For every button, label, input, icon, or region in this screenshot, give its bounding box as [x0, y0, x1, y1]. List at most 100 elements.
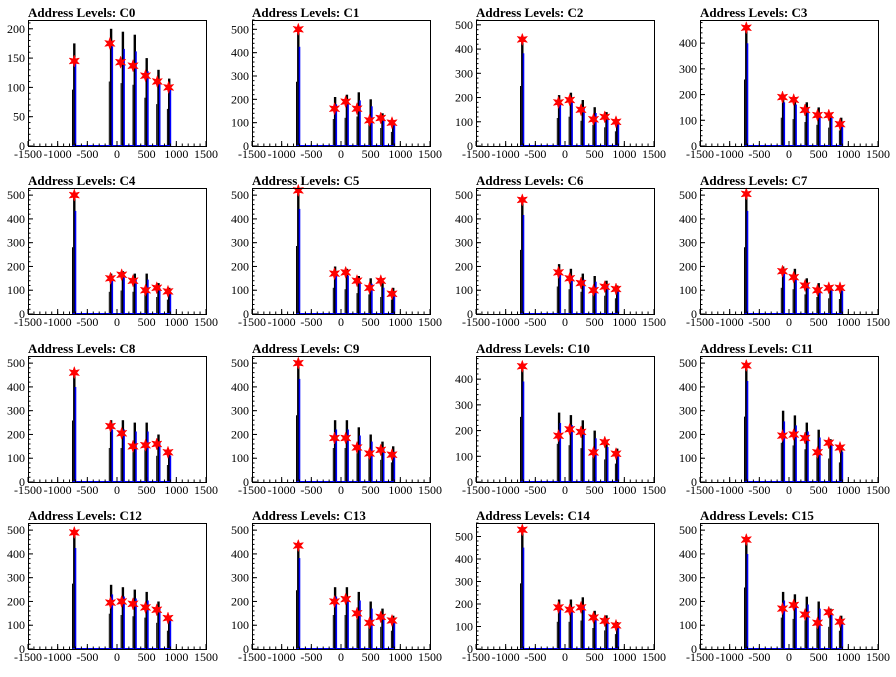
histogram-bar — [793, 268, 797, 314]
y-tick-label: 400 — [679, 212, 697, 226]
y-tick-label: 100 — [455, 449, 473, 463]
plot-frame — [700, 523, 879, 650]
peak-marker — [139, 600, 152, 615]
x-tick-label: -1000 — [268, 147, 296, 161]
peak-marker — [552, 95, 565, 110]
x-tick-label: -1000 — [716, 147, 744, 161]
chart-title: Address Levels: C10 — [476, 341, 590, 356]
histogram-bar — [793, 594, 797, 649]
y-tick-label: 300 — [7, 404, 25, 418]
y-tick-label: 0 — [243, 475, 249, 489]
histogram-bar — [297, 190, 300, 314]
y-tick-label: 0 — [467, 307, 473, 321]
histogram-bar — [817, 429, 820, 482]
y-tick-label: 150 — [7, 51, 25, 65]
x-tick-label: -500 — [524, 147, 546, 161]
peak-marker — [374, 111, 387, 125]
histogram-bar — [345, 268, 349, 314]
peak-marker — [139, 283, 152, 297]
peak-marker — [516, 523, 529, 537]
chart-title: Address Levels: C15 — [700, 508, 814, 523]
x-tick-label: 1000 — [164, 315, 188, 329]
peak-marker — [351, 440, 363, 455]
peak-marker — [68, 54, 81, 68]
plot-frame — [476, 188, 655, 315]
chart-title: Address Levels: C11 — [700, 341, 813, 356]
histogram-bar — [616, 622, 619, 649]
peak-marker — [610, 618, 622, 633]
x-tick-label: 500 — [138, 147, 156, 161]
peak-marker — [292, 22, 305, 37]
histogram-bar — [805, 102, 808, 146]
histogram-bar — [168, 615, 171, 649]
peak-marker — [374, 273, 387, 288]
y-tick-label: 100 — [7, 283, 25, 297]
y-tick-label: 0 — [19, 642, 25, 656]
x-tick-label: 500 — [362, 650, 380, 664]
peak-marker — [799, 103, 811, 117]
histogram-bar — [333, 97, 337, 146]
histogram-bar — [593, 107, 596, 146]
histogram-bar — [297, 542, 300, 649]
chart-panel-14: Address Levels: C14 0 100 200 300 400 500 -1500… — [455, 508, 666, 664]
histogram-bar — [521, 197, 524, 314]
chart-panel-11: Address Levels: C11 0 100 200 300 400 500 -1500… — [679, 341, 890, 497]
x-tick-label: -1000 — [716, 315, 744, 329]
y-tick-label: 200 — [231, 427, 249, 441]
peak-marker — [610, 446, 622, 461]
histogram-bar — [840, 286, 843, 314]
peak-marker — [104, 595, 117, 610]
y-tick-label: 100 — [7, 451, 25, 465]
chart-panel-12: Address Levels: C12 0 100 200 300 400 500 -1500… — [7, 508, 218, 664]
y-tick-label: 300 — [679, 62, 697, 76]
histogram-bar — [297, 360, 300, 482]
chart-title: Address Levels: C9 — [252, 341, 360, 356]
histogram-bar — [616, 119, 619, 146]
histogram-bar — [840, 117, 843, 146]
peak-marker — [587, 283, 600, 297]
y-tick-label: 200 — [231, 92, 249, 106]
peak-marker — [799, 278, 811, 293]
chart-panel-4: Address Levels: C40100200300400500-1500-… — [7, 173, 218, 329]
x-tick-label: 500 — [810, 483, 828, 497]
histogram-bar — [121, 271, 125, 314]
y-tick-label: 0 — [467, 139, 473, 153]
y-tick-label: 100 — [679, 283, 697, 297]
histogram-bar — [581, 273, 584, 314]
peak-marker — [575, 102, 587, 117]
peak-marker — [776, 428, 789, 443]
histogram-bar — [569, 415, 573, 482]
histogram-bar — [345, 587, 349, 649]
histogram-bar — [521, 529, 524, 650]
x-tick-label: -500 — [748, 315, 770, 329]
peak-marker — [552, 428, 565, 443]
x-tick-label: 1500 — [194, 315, 218, 329]
histogram-bar — [557, 95, 561, 146]
y-tick-label: 100 — [679, 113, 697, 127]
peak-marker — [386, 613, 398, 628]
histogram-bar — [781, 410, 785, 482]
peak-marker — [328, 101, 341, 116]
x-tick-label: 1500 — [866, 315, 890, 329]
histogram-bar — [381, 283, 384, 314]
histogram-bar — [133, 34, 136, 147]
peak-marker — [610, 115, 622, 129]
histogram-bar — [157, 283, 160, 314]
y-tick-label: 400 — [455, 552, 473, 566]
histogram-bar — [840, 446, 843, 482]
y-tick-label: 500 — [7, 188, 25, 202]
y-tick-label: 400 — [7, 212, 25, 226]
histogram-bar — [829, 285, 832, 314]
peak-marker — [328, 594, 341, 609]
histogram-bar — [593, 276, 596, 314]
y-tick-label: 200 — [7, 22, 25, 36]
histogram-bar — [333, 420, 337, 482]
peak-marker — [115, 268, 128, 282]
chart-panel-0: Address Levels: C0 0 50 100 150 200 -1500 -1000… — [7, 5, 218, 161]
x-tick-label: -1500 — [14, 483, 42, 497]
histogram-bar — [805, 278, 808, 314]
peak-marker — [575, 276, 587, 290]
x-tick-label: 1500 — [194, 483, 218, 497]
chart-title: Address Levels: C3 — [700, 5, 808, 20]
x-tick-label: 1500 — [866, 483, 890, 497]
